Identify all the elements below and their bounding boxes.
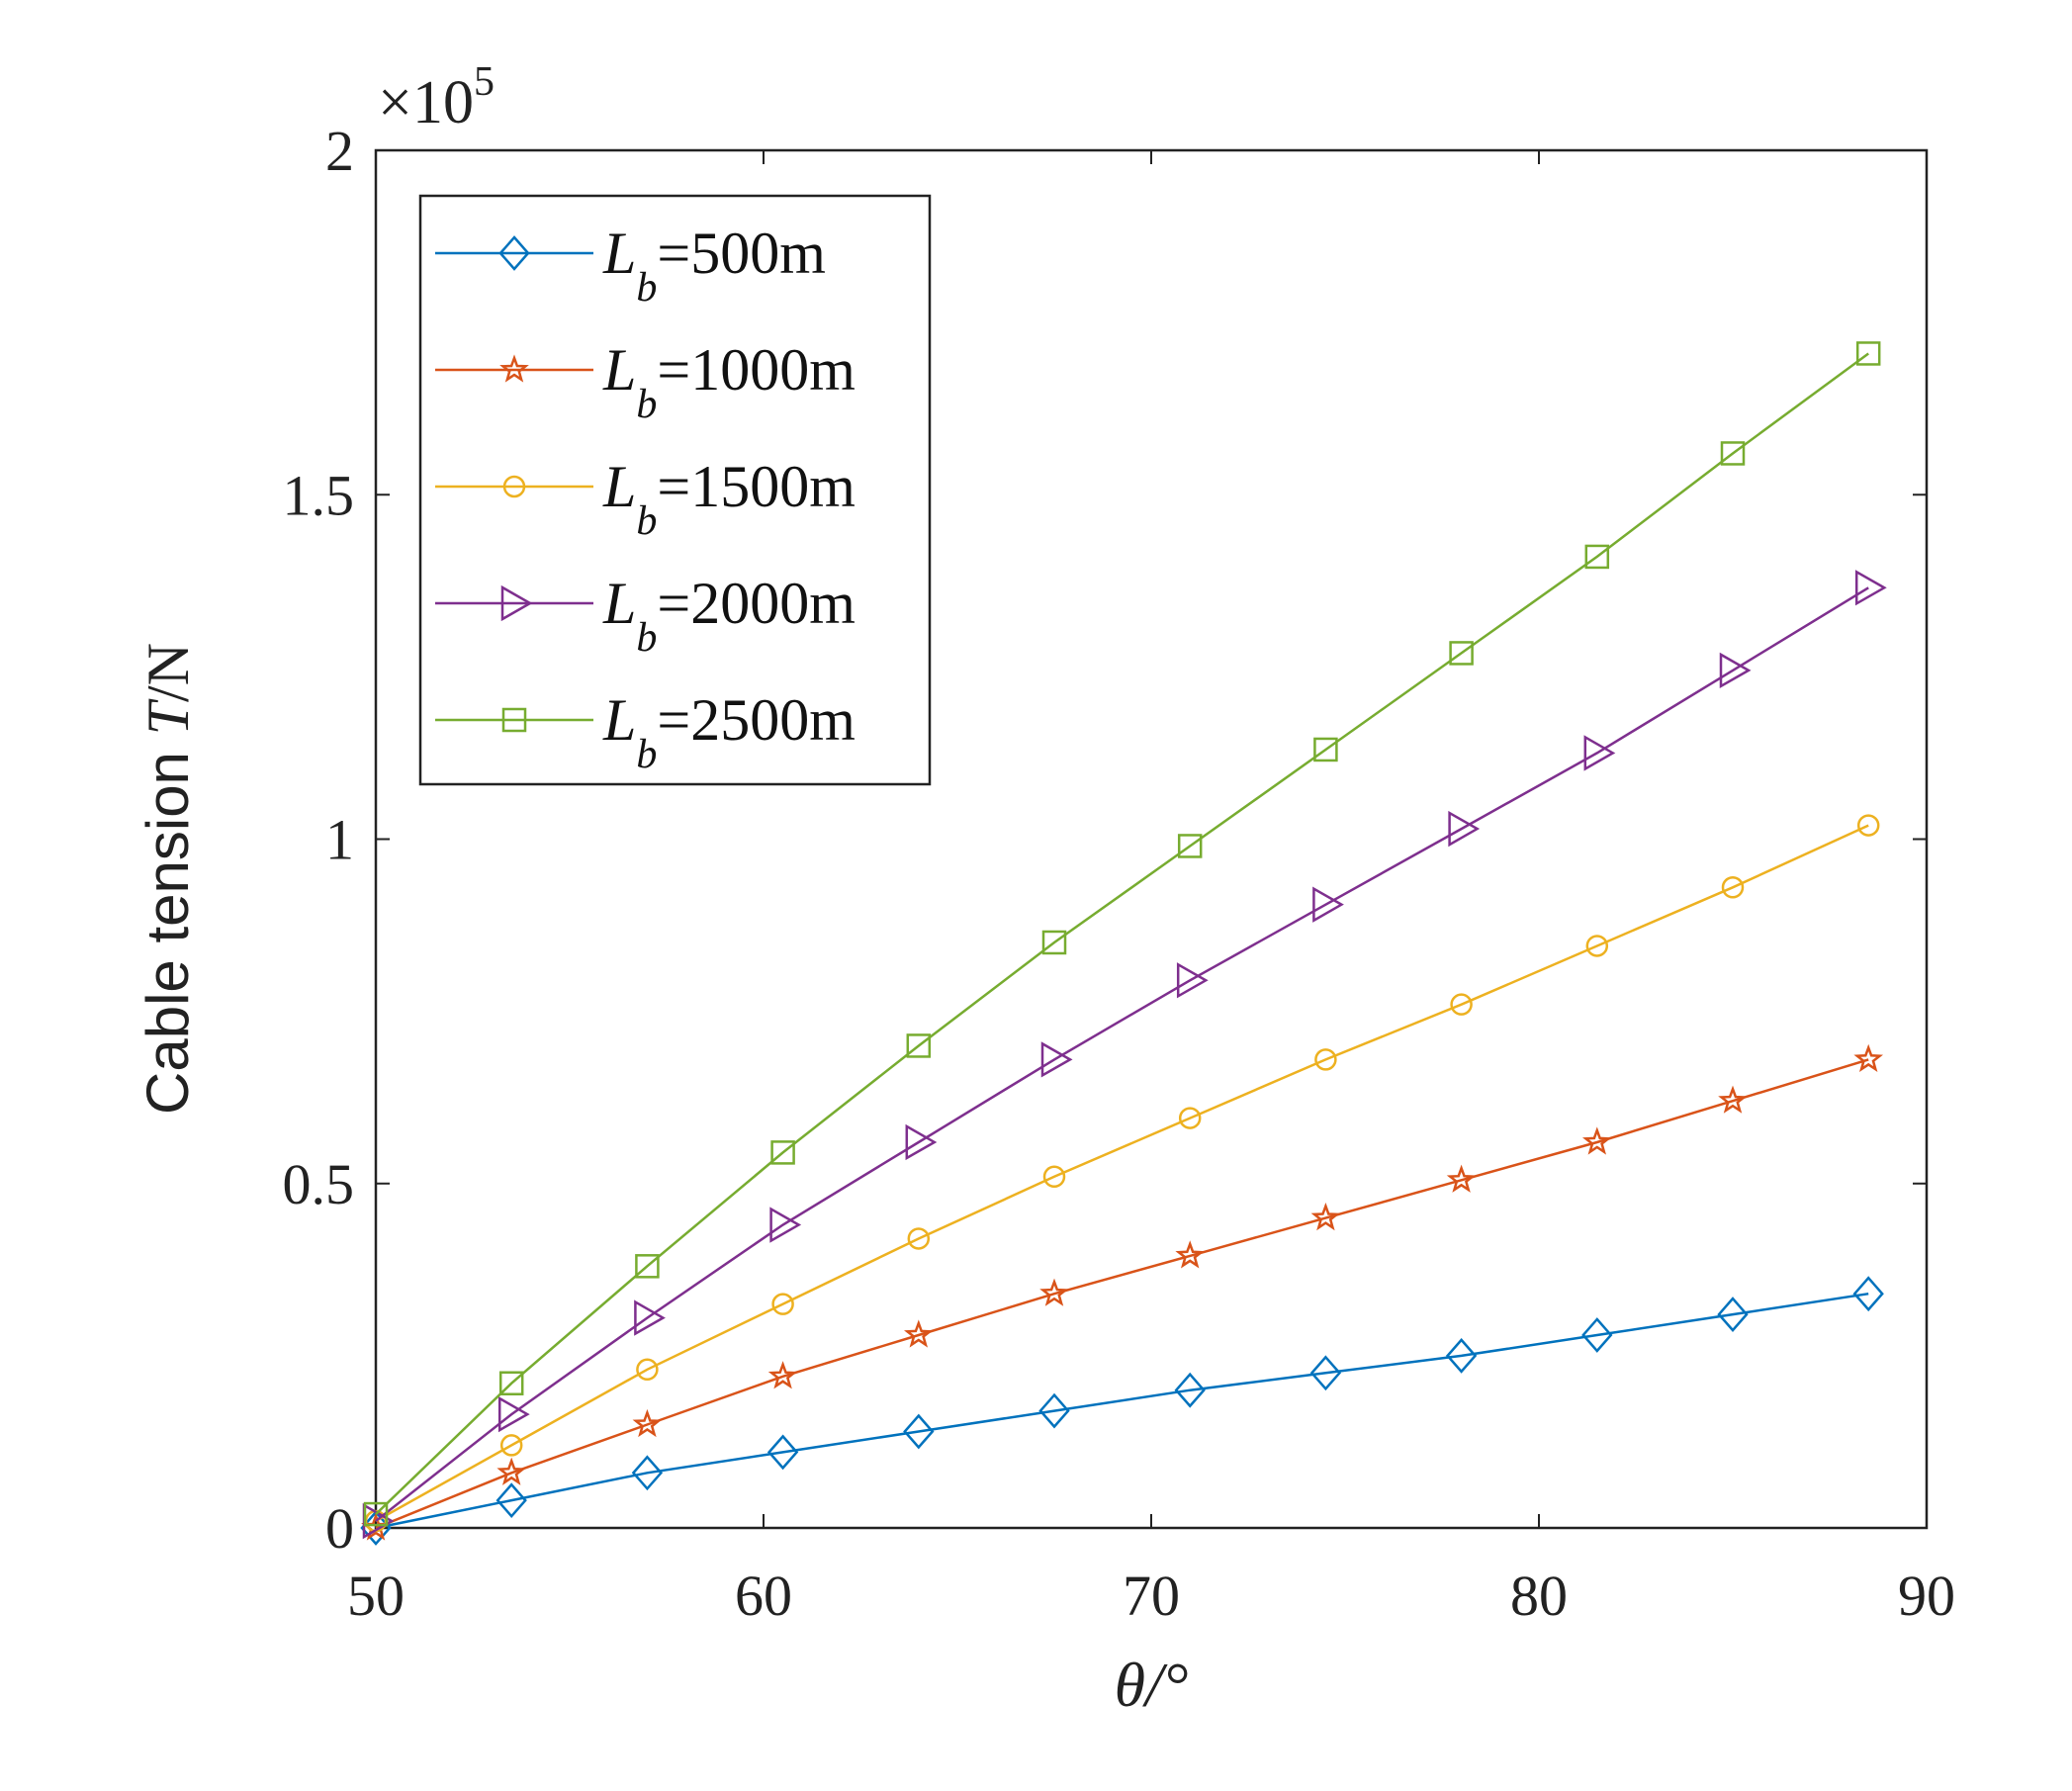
x-tick-label: 60 — [735, 1564, 792, 1628]
x-tick-label: 90 — [1898, 1564, 1955, 1628]
data-point — [1314, 1048, 1337, 1071]
data-point — [497, 1395, 530, 1433]
data-point — [1178, 1107, 1202, 1129]
data-point — [1450, 993, 1473, 1016]
series-line — [375, 1058, 1869, 1530]
y-tick-label: 2 — [325, 119, 354, 183]
data-point — [1038, 1392, 1070, 1429]
data-point — [769, 1207, 802, 1243]
data-point — [1581, 1126, 1612, 1155]
data-point — [1446, 1164, 1477, 1193]
x-tick-label: 50 — [347, 1564, 405, 1628]
data-point — [1041, 930, 1067, 955]
y-tick-label: 1 — [325, 808, 354, 872]
data-point — [1583, 735, 1616, 771]
data-point — [1313, 737, 1338, 762]
data-point — [1585, 935, 1609, 957]
data-point — [1175, 1240, 1206, 1269]
y-axis-title: Cable tension T/N — [135, 643, 201, 1115]
data-point — [1042, 1165, 1066, 1189]
data-point — [1717, 1297, 1749, 1332]
data-point — [1856, 814, 1880, 837]
legend-label: Lb=2500m — [602, 687, 856, 777]
legend-entry: Lb=500m — [435, 221, 826, 311]
data-point — [906, 1033, 932, 1058]
data-point — [495, 1482, 527, 1519]
legend-marker — [498, 235, 530, 271]
y-tick-label: 0 — [325, 1496, 354, 1561]
legend-marker — [499, 354, 529, 383]
legend-entry: Lb=1000m — [435, 337, 856, 427]
legend-marker — [501, 707, 527, 733]
data-point — [767, 1361, 798, 1389]
series-2 — [364, 814, 1880, 1533]
data-point — [1854, 570, 1887, 606]
x-axis-title: θ/° — [1115, 1650, 1189, 1720]
axes — [374, 148, 1929, 1530]
data-point — [1852, 1276, 1884, 1312]
axis-labels: 50 60 70 80 90 0 0.5 1 1.5 2 ×105 θ/° Cable tension … — [135, 59, 1955, 1720]
data-point — [363, 1501, 389, 1527]
series-line — [375, 1292, 1869, 1530]
data-point — [498, 1371, 524, 1395]
data-point — [1718, 1085, 1748, 1114]
legend-marker — [502, 475, 526, 498]
data-point — [1310, 1202, 1341, 1231]
data-point — [634, 1299, 666, 1336]
legend: Lb=500m Lb=1000m Lb=1500m Lb=2000m Lb=2500m — [418, 194, 932, 786]
data-point — [1039, 1278, 1069, 1306]
legend-entry: Lb=1500m — [435, 454, 856, 544]
data-point — [1853, 1043, 1884, 1072]
data-point — [1855, 341, 1881, 366]
y-multiplier: ×105 — [378, 59, 495, 136]
series-line — [375, 824, 1869, 1523]
series-1 — [361, 1043, 1884, 1541]
y-tick-label: 1.5 — [283, 463, 355, 527]
data-point — [1312, 886, 1344, 923]
data-point — [635, 1254, 660, 1279]
legend-label: Lb=1000m — [602, 337, 856, 427]
data-point — [1720, 441, 1746, 466]
y-tick-label: 0.5 — [283, 1152, 355, 1216]
series-4 — [363, 341, 1881, 1527]
data-point — [1177, 834, 1203, 858]
data-point — [771, 1293, 794, 1315]
data-point — [496, 1457, 527, 1485]
data-point — [1448, 810, 1481, 848]
legend-entry: Lb=2500m — [435, 687, 856, 777]
legend-marker — [500, 584, 533, 622]
legend-label: Lb=500m — [602, 221, 826, 311]
legend-entry: Lb=2000m — [435, 571, 856, 661]
x-tick-label: 80 — [1510, 1564, 1568, 1628]
data-point — [1445, 1337, 1478, 1374]
data-point — [636, 1358, 659, 1382]
data-point — [907, 1227, 931, 1250]
legend-label: Lb=1500m — [602, 454, 856, 544]
data-point — [499, 1434, 523, 1457]
series-0 — [360, 1276, 1884, 1546]
data-point — [903, 1319, 934, 1348]
x-tick-label: 70 — [1123, 1564, 1180, 1628]
data-point — [632, 1408, 663, 1438]
data-point — [770, 1140, 795, 1165]
data-point — [1040, 1041, 1073, 1078]
data-point — [631, 1455, 664, 1491]
series-line — [375, 352, 1869, 1515]
series-3 — [362, 570, 1887, 1540]
data-point — [1581, 1317, 1613, 1353]
series-layer — [360, 341, 1887, 1546]
data-point — [1721, 876, 1745, 899]
data-point — [1719, 652, 1752, 689]
data-point — [1309, 1355, 1342, 1391]
data-point — [1584, 544, 1610, 570]
data-point — [903, 1413, 935, 1450]
series-line — [375, 586, 1869, 1522]
data-point — [905, 1123, 938, 1161]
data-point — [766, 1434, 799, 1471]
legend-label: Lb=2000m — [602, 571, 856, 661]
data-point — [1449, 641, 1474, 666]
data-point — [1176, 962, 1209, 999]
data-point — [1174, 1372, 1206, 1408]
